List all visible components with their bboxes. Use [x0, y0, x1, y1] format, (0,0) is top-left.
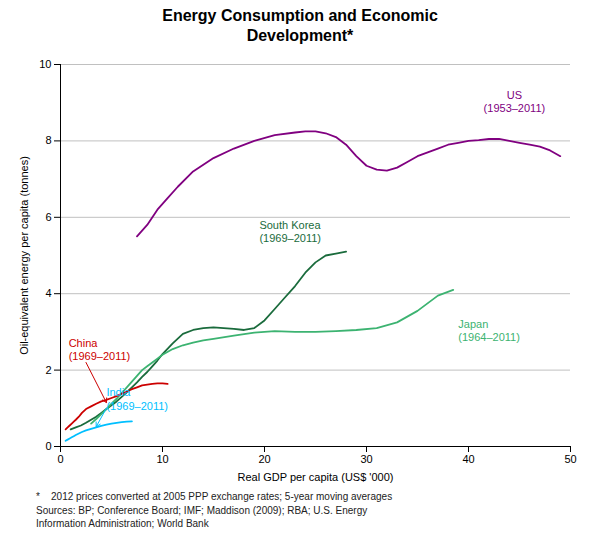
- svg-text:20: 20: [258, 453, 270, 465]
- svg-text:0: 0: [57, 453, 63, 465]
- svg-text:8: 8: [45, 134, 51, 146]
- svg-text:30: 30: [360, 453, 372, 465]
- svg-text:40: 40: [462, 453, 474, 465]
- svg-text:Oil-equivalent energy per capi: Oil-equivalent energy per capita (tonnes…: [18, 156, 30, 355]
- svg-text:2: 2: [45, 364, 51, 376]
- svg-text:10: 10: [39, 58, 51, 70]
- html-text:* 2012 prices converted at 200: * 2012 prices converted at 2005 PPP exch…: [36, 491, 393, 502]
- svg-text:India(1969–2011): India(1969–2011): [106, 386, 168, 411]
- svg-text:Real GDP per capita (US$ '000): Real GDP per capita (US$ '000): [238, 471, 394, 483]
- svg-text:0: 0: [45, 440, 51, 452]
- html-text:Sources: BP; Conference Board;: Sources: BP; Conference Board; IMF; Madd…: [36, 504, 368, 516]
- svg-text:6: 6: [45, 211, 51, 223]
- svg-text:4: 4: [45, 287, 51, 299]
- html-text:Information Administration; Wo: Information Administration; World Bank: [36, 518, 209, 529]
- svg-text:US(1953–2011): US(1953–2011): [484, 89, 546, 114]
- svg-text:10: 10: [156, 453, 168, 465]
- svg-text:China(1969–2011): China(1969–2011): [69, 337, 131, 362]
- svg-text:Japan(1964–2011): Japan(1964–2011): [458, 318, 520, 343]
- svg-text:50: 50: [564, 453, 576, 465]
- html-text:Energy Consumption and Economi: Energy Consumption and Economic Developm…: [162, 7, 438, 44]
- svg-text:South Korea(1969–2011): South Korea(1969–2011): [259, 219, 321, 244]
